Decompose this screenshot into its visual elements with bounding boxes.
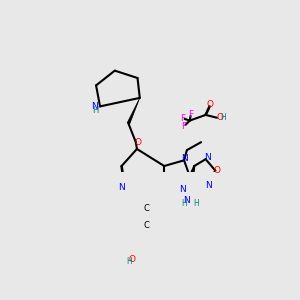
- Text: F: F: [188, 110, 194, 118]
- Polygon shape: [127, 98, 140, 124]
- Text: N: N: [206, 181, 212, 190]
- Text: N: N: [118, 183, 125, 192]
- Text: C: C: [144, 204, 150, 213]
- Text: H: H: [92, 106, 98, 115]
- Text: N: N: [183, 196, 190, 205]
- Text: H: H: [220, 113, 226, 122]
- Text: N: N: [92, 102, 98, 111]
- Text: F: F: [180, 114, 185, 123]
- Text: F: F: [181, 122, 186, 130]
- Text: O: O: [214, 166, 221, 175]
- Text: N: N: [204, 153, 211, 162]
- Text: O: O: [135, 138, 142, 147]
- Text: N: N: [182, 154, 188, 163]
- Text: C: C: [144, 221, 150, 230]
- Text: O: O: [217, 113, 224, 122]
- Text: H: H: [194, 199, 199, 208]
- Text: H: H: [181, 199, 187, 208]
- Text: H: H: [127, 257, 132, 266]
- Text: O: O: [129, 255, 136, 264]
- Text: N: N: [179, 185, 185, 194]
- Text: O: O: [207, 100, 214, 109]
